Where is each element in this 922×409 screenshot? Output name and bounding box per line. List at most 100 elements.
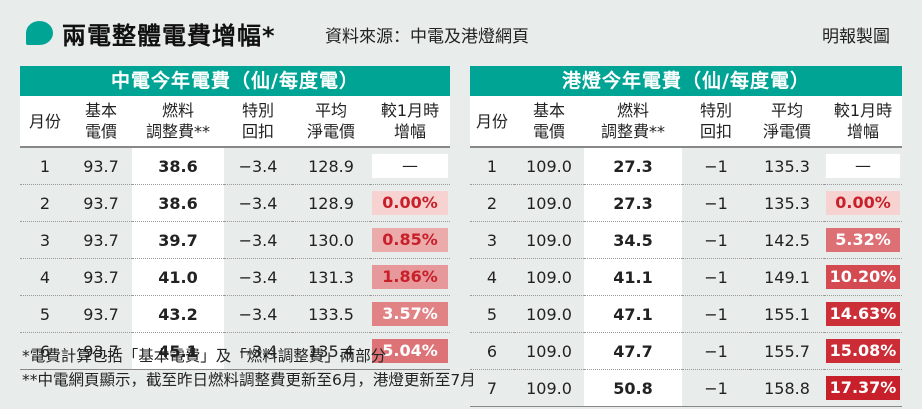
hke-cell-col-rebate: −1 xyxy=(682,332,750,370)
table-row: 2 93.7 38.6 −3.4 128.9 0.00% xyxy=(20,184,450,222)
clp-cell-col-increase: 3.57% xyxy=(370,295,450,333)
hke-header-col-net-price: 平均 淨電價 xyxy=(750,96,824,148)
table-row: 5 93.7 43.2 −3.4 133.5 3.57% xyxy=(20,295,450,333)
hke-cell-col-net-price: 142.5 xyxy=(750,221,824,259)
clp-cell-col-increase: 5.04% xyxy=(370,332,450,370)
clp-header-col-increase: 較1月時 增幅 xyxy=(370,96,450,148)
hke-cell-col-month: 5 xyxy=(470,295,514,333)
increase-badge: 1.86% xyxy=(372,265,448,289)
table-row: 6 93.7 45.1 −3.4 135.4 5.04% xyxy=(20,332,450,370)
clp-cell-col-month: 5 xyxy=(20,295,70,333)
hke-cell-col-rebate: −1 xyxy=(682,221,750,259)
clp-cell-col-rebate: −3.4 xyxy=(224,258,292,296)
hke-cell-col-fuel-charge: 41.1 xyxy=(584,258,682,296)
clp-cell-col-net-price: 133.5 xyxy=(292,295,370,333)
clp-cell-col-month: 6 xyxy=(20,332,70,370)
hke-cell-col-fuel-charge: 27.3 xyxy=(584,184,682,222)
footnote: **中電網頁顯示，截至昨日燃料調整費更新至6月，港燈更新至7月 xyxy=(22,371,476,389)
clp-cell-col-net-price: 131.3 xyxy=(292,258,370,296)
hke-cell-col-net-price: 158.8 xyxy=(750,369,824,407)
footnote: *電費計算包括「基本電費」及「燃料調整費」兩部分 xyxy=(22,347,387,365)
clp-table-body: 1 93.7 38.6 −3.4 128.9—2 93.7 38.6 −3.4 128.9 0.0… xyxy=(20,147,450,370)
clp-cell-col-fuel-charge: 38.6 xyxy=(132,147,224,185)
hke-cell-col-month: 1 xyxy=(470,147,514,185)
hke-cell-col-increase: 0.00% xyxy=(824,184,902,222)
hke-cell-col-fuel-charge: 27.3 xyxy=(584,147,682,185)
hke-cell-col-fuel-charge: 47.1 xyxy=(584,295,682,333)
clp-cell-col-fuel-charge: 38.6 xyxy=(132,184,224,222)
table-row: 4 93.7 41.0 −3.4 131.3 1.86% xyxy=(20,258,450,296)
hke-cell-col-rebate: −1 xyxy=(682,147,750,185)
clp-table-title: 中電今年電費（仙/每度電） xyxy=(20,66,450,96)
hke-cell-col-month: 3 xyxy=(470,221,514,259)
hke-header-col-base-price: 基本 電價 xyxy=(514,96,584,148)
table-row: 4 109.0 41.1 −1 149.1 10.20% xyxy=(470,258,902,296)
clp-cell-col-month: 4 xyxy=(20,258,70,296)
hke-cell-col-base-price: 109.0 xyxy=(514,369,584,407)
clp-cell-col-base-price: 93.7 xyxy=(70,332,132,370)
clp-cell-col-rebate: −3.4 xyxy=(224,221,292,259)
increase-badge: 0.00% xyxy=(826,191,900,215)
source-note: 資料來源：中電及港燈網頁 xyxy=(325,27,529,47)
increase-badge: 5.32% xyxy=(826,228,900,252)
hke-header-col-increase: 較1月時 增幅 xyxy=(824,96,902,148)
table-row: 2 109.0 27.3 −1 135.3 0.00% xyxy=(470,184,902,222)
increase-badge: 14.63% xyxy=(826,302,900,326)
clp-cell-col-net-price: 128.9 xyxy=(292,147,370,185)
clp-cell-col-month: 3 xyxy=(20,221,70,259)
table-row: 1 93.7 38.6 −3.4 128.9— xyxy=(20,147,450,185)
hke-cell-col-fuel-charge: 50.8 xyxy=(584,369,682,407)
table-row: 6 109.0 47.7 −1 155.7 15.08% xyxy=(470,332,902,370)
clp-cell-col-increase: — xyxy=(370,147,450,185)
clp-cell-col-net-price: 128.9 xyxy=(292,184,370,222)
clp-cell-col-rebate: −3.4 xyxy=(224,295,292,333)
speech-bubble-icon xyxy=(26,21,53,45)
hke-table-title: 港燈今年電費（仙/每度電） xyxy=(470,66,902,96)
page-title: 兩電整體電費增幅* xyxy=(62,22,276,50)
hke-cell-col-increase: 5.32% xyxy=(824,221,902,259)
clp-cell-col-rebate: −3.4 xyxy=(224,184,292,222)
hke-cell-col-rebate: −1 xyxy=(682,295,750,333)
hke-cell-col-net-price: 135.3 xyxy=(750,147,824,185)
hke-cell-col-rebate: −1 xyxy=(682,184,750,222)
clp-cell-col-base-price: 93.7 xyxy=(70,184,132,222)
hke-cell-col-month: 2 xyxy=(470,184,514,222)
hke-table-body: 1 109.0 27.3 −1 135.3—2 109.0 27.3 −1 135.3 0.00%… xyxy=(470,147,902,407)
increase-badge: — xyxy=(372,154,448,178)
clp-header-col-month: 月份 xyxy=(20,96,70,148)
increase-badge: 15.08% xyxy=(826,339,900,363)
increase-badge: 17.37% xyxy=(826,376,900,400)
clp-cell-col-base-price: 93.7 xyxy=(70,258,132,296)
hke-header-col-fuel-charge: 燃料 調整費** xyxy=(584,96,682,148)
hke-cell-col-base-price: 109.0 xyxy=(514,258,584,296)
hke-cell-col-fuel-charge: 47.7 xyxy=(584,332,682,370)
increase-badge: — xyxy=(826,154,900,178)
clp-cell-col-fuel-charge: 39.7 xyxy=(132,221,224,259)
hke-cell-col-fuel-charge: 34.5 xyxy=(584,221,682,259)
clp-cell-col-base-price: 93.7 xyxy=(70,295,132,333)
hke-cell-col-increase: — xyxy=(824,147,902,185)
hke-header-col-rebate: 特別 回扣 xyxy=(682,96,750,148)
table-row: 3 109.0 34.5 −1 142.5 5.32% xyxy=(470,221,902,259)
hke-cell-col-rebate: −1 xyxy=(682,369,750,407)
clp-header-col-base-price: 基本 電價 xyxy=(70,96,132,148)
clp-cell-col-net-price: 135.4 xyxy=(292,332,370,370)
hke-table: 月份 基本 電價 燃料 調整費** 特別 回扣 平均 淨電價 較1月時 增幅 1 109.0 27.3−… xyxy=(470,96,902,407)
increase-badge: 10.20% xyxy=(826,265,900,289)
hke-cell-col-base-price: 109.0 xyxy=(514,332,584,370)
table-row: 7 109.0 50.8 −1 158.8 17.37% xyxy=(470,369,902,407)
hke-cell-col-net-price: 155.7 xyxy=(750,332,824,370)
clp-header-col-fuel-charge: 燃料 調整費** xyxy=(132,96,224,148)
clp-cell-col-base-price: 93.7 xyxy=(70,147,132,185)
hke-cell-col-increase: 14.63% xyxy=(824,295,902,333)
hke-table-panel: 港燈今年電費（仙/每度電） 月份 基本 電價 燃料 調整費** 特別 回扣 平均 淨電價 較1月時… xyxy=(470,66,902,407)
clp-cell-col-increase: 0.85% xyxy=(370,221,450,259)
footnotes: *電費計算包括「基本電費」及「燃料調整費」兩部分 **中電網頁顯示，截至昨日燃料… xyxy=(22,344,476,392)
hke-cell-col-month: 4 xyxy=(470,258,514,296)
clp-cell-col-base-price: 93.7 xyxy=(70,221,132,259)
hke-cell-col-base-price: 109.0 xyxy=(514,221,584,259)
table-row: 5 109.0 47.1 −1 155.1 14.63% xyxy=(470,295,902,333)
hke-cell-col-increase: 10.20% xyxy=(824,258,902,296)
clp-table: 月份 基本 電價 燃料 調整費** 特別 回扣 平均 淨電價 較1月時 增幅 1 93.7 38.6 −3… xyxy=(20,96,450,370)
header: 兩電整體電費增幅* 資料來源：中電及港燈網頁 明報製圖 xyxy=(0,0,922,58)
